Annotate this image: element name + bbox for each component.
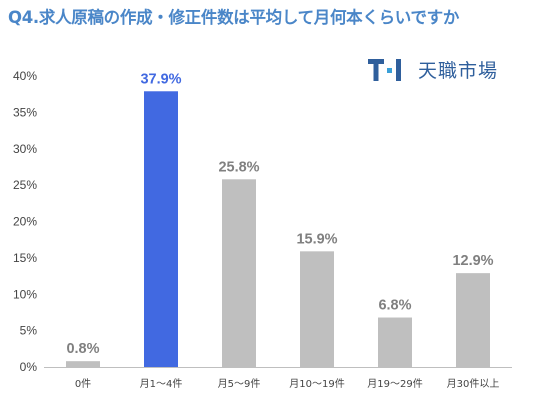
y-tick-label: 30% <box>13 142 37 156</box>
data-labels: 0.8% 37.9% 25.8% 15.9% 6.8% 12.9% <box>66 71 493 357</box>
y-tick-label: 10% <box>13 287 37 301</box>
y-tick-label: 0% <box>20 360 38 374</box>
x-category-label: 月5～9件 <box>218 378 261 390</box>
bar <box>222 179 256 367</box>
y-axis: 0% 5% 10% 15% 20% 25% 30% 35% 40% <box>13 69 37 374</box>
data-label: 25.8% <box>218 159 259 175</box>
data-label: 6.8% <box>378 298 411 314</box>
data-label: 0.8% <box>66 341 99 357</box>
bar <box>378 317 412 367</box>
y-tick-label: 40% <box>13 69 37 83</box>
x-category-label: 月10～19件 <box>289 378 344 390</box>
data-label: 12.9% <box>452 253 493 269</box>
y-tick-label: 35% <box>13 105 37 119</box>
bar <box>144 91 178 367</box>
bar <box>66 361 100 367</box>
chart-title: Q4.求人原稿の作成・修正件数は平均して月何本くらいですか <box>8 8 460 27</box>
y-tick-label: 20% <box>13 215 37 229</box>
tenshoku-ichiba-logo-icon <box>368 58 401 81</box>
x-category-label: 月1～4件 <box>140 378 183 390</box>
data-label: 37.9% <box>140 71 181 87</box>
bar-series <box>66 91 490 367</box>
brand-logo: 天職市場 <box>368 56 498 83</box>
y-tick-label: 5% <box>20 324 38 338</box>
x-category-label: 月30件以上 <box>447 378 500 390</box>
y-tick-label: 15% <box>13 251 37 265</box>
bar <box>300 251 334 367</box>
data-label: 15.9% <box>296 231 337 247</box>
x-axis-categories: 0件 月1～4件 月5～9件 月10～19件 月19～29件 月30件以上 <box>75 378 500 390</box>
x-category-label: 月19～29件 <box>367 378 422 390</box>
y-tick-label: 25% <box>13 178 37 192</box>
bar <box>456 273 490 367</box>
x-category-label: 0件 <box>75 378 91 390</box>
brand-name: 天職市場 <box>418 60 499 82</box>
